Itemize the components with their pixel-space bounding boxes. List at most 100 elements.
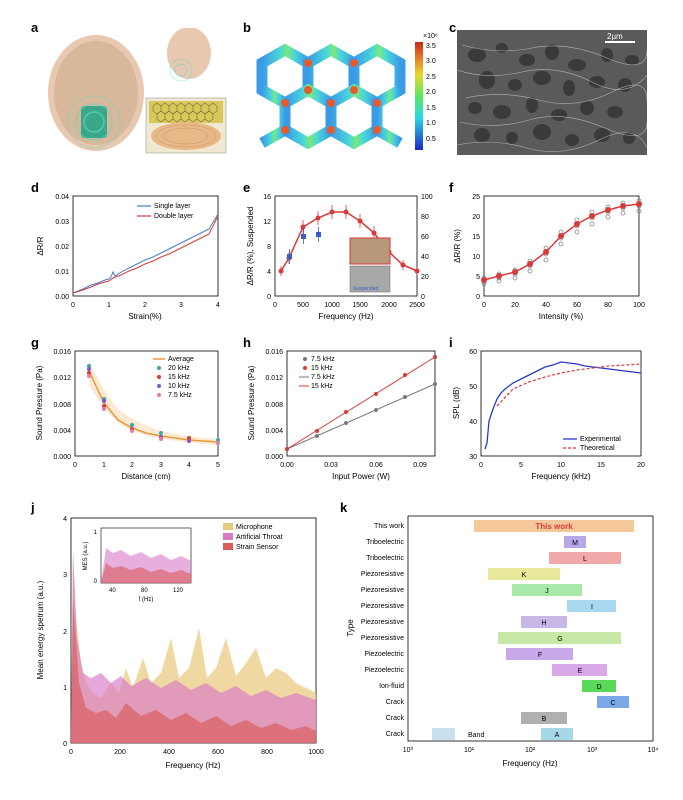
svg-text:0: 0 [421,294,425,301]
panel-i-chart: 30 40 50 60 0 5 10 15 20 Frequency (kHz)… [449,343,649,483]
panel-b-colorbar: ×10⁶ 3.5 3.0 2.5 2.0 1.5 1.0 0.5 [413,30,448,155]
svg-text:0.008: 0.008 [265,402,283,409]
series-double [73,216,218,293]
svg-text:Experimental: Experimental [580,436,621,443]
y-categories: This work Triboelectric Triboelectric Pi… [361,523,405,738]
legend: Microphone Artificial Throat Strain Sens… [223,523,283,551]
svg-text:0.016: 0.016 [53,349,71,356]
svg-text:0.04: 0.04 [55,194,69,201]
svg-text:3.5: 3.5 [426,43,436,50]
series-single [73,214,218,293]
svg-text:20: 20 [421,274,429,281]
svg-text:120: 120 [173,588,184,594]
svg-text:MES (a.u.): MES (a.u.) [83,542,89,571]
svg-text:2000: 2000 [381,302,397,309]
xlabel: Intensity (%) [539,312,584,321]
svg-text:100: 100 [633,302,645,309]
svg-text:1000: 1000 [324,302,340,309]
y-ticks: 0.00 0.01 0.02 0.03 0.04 [55,194,69,301]
svg-text:600: 600 [212,749,224,756]
svg-text:15 kHz: 15 kHz [311,383,333,390]
panel-j: j 0 1 2 3 4 0 200 400 600 800 1000 Frequ… [31,500,326,780]
ylabel: Type [346,619,355,637]
svg-text:500: 500 [297,302,309,309]
panel-c: c 2µm [449,20,649,160]
panel-e: e 0 4 8 12 16 0 20 40 60 80 100 0 500 [243,180,443,320]
svg-text:3: 3 [179,302,183,309]
xlabel: Distance (cm) [121,472,171,481]
svg-text:4: 4 [216,302,220,309]
svg-text:K: K [522,572,527,579]
chart-frame [73,196,218,296]
svg-text:100: 100 [421,194,433,201]
panel-b-label: b [243,20,251,35]
svg-text:0.012: 0.012 [265,375,283,382]
panel-i: i 30 40 50 60 0 5 10 15 20 Frequency (kH… [449,335,649,480]
panel-a: a [31,20,231,160]
svg-text:0.008: 0.008 [53,402,71,409]
range-bars: This work M L K J I H G F E D [432,520,634,740]
panel-b-honeycomb [253,30,408,155]
svg-text:Artificial Throat: Artificial Throat [236,534,283,541]
svg-text:0.004: 0.004 [53,428,71,435]
svg-text:80: 80 [141,588,148,594]
xlabel: Input Power (W) [332,472,390,481]
svg-text:20: 20 [472,214,480,221]
svg-text:40: 40 [109,588,116,594]
svg-text:12: 12 [263,219,271,226]
colorbar-rect [415,42,423,150]
svg-text:0.00: 0.00 [55,294,69,301]
svg-text:A: A [555,732,560,739]
svg-text:7.5 kHz: 7.5 kHz [311,374,335,381]
inset-image-1 [350,238,390,264]
svg-text:4: 4 [267,269,271,276]
panel-f-chart: 0 5 10 15 20 25 0 20 40 60 80 100 Intens… [449,188,649,323]
panel-a-illustration [41,28,231,158]
svg-text:20 kHz: 20 kHz [168,365,190,372]
svg-text:4: 4 [63,516,67,523]
svg-text:0: 0 [273,302,277,309]
svg-text:2.0: 2.0 [426,89,436,96]
svg-text:Average: Average [168,356,194,363]
colorbar-top-label: ×10⁶ [423,33,438,40]
x-ticks: 0 200 400 600 800 1000 [69,749,324,756]
svg-text:E: E [578,668,583,675]
fit-line-2 [287,357,435,449]
svg-text:D: D [596,684,601,691]
svg-text:2: 2 [63,629,67,636]
ylabel: Sound Pressure (Pa) [35,365,44,440]
svg-text:0.5: 0.5 [426,136,436,143]
svg-text:Piezoresistive: Piezoresistive [361,619,404,626]
svg-text:0.06: 0.06 [369,462,383,469]
red-markers [279,210,420,274]
panel-b: b [243,20,443,160]
svg-text:0: 0 [267,294,271,301]
svg-text:0.016: 0.016 [265,349,283,356]
svg-text:80: 80 [421,214,429,221]
svg-text:0: 0 [482,302,486,309]
svg-text:25: 25 [472,194,480,201]
svg-text:0.012: 0.012 [53,375,71,382]
svg-text:10³: 10³ [587,747,598,754]
svg-text:10¹: 10¹ [464,747,475,754]
legend: Experimental Theoretical [563,436,621,452]
svg-text:0: 0 [69,749,73,756]
ylabel: ΔR/R [36,236,45,255]
svg-text:5: 5 [476,274,480,281]
svg-text:Piezoelectric: Piezoelectric [364,651,404,658]
svg-text:G: G [557,636,562,643]
ylabel: Mean energy spetrum (a.u.) [36,580,45,679]
svg-text:1: 1 [107,302,111,309]
svg-text:This work: This work [535,522,573,531]
svg-text:M: M [572,540,578,547]
svg-text:Triboelectric: Triboelectric [366,555,404,562]
ylabel: SPL (dB) [452,387,461,419]
svg-text:5: 5 [519,462,523,469]
head-shape [167,28,211,79]
svg-text:C: C [610,700,615,707]
xlabel: Frequency (Hz) [502,759,557,768]
panel-g-chart: 0.000 0.004 0.008 0.012 0.016 0 1 2 3 4 … [31,343,226,483]
svg-text:Piezoelectric: Piezoelectric [364,667,404,674]
y-ticks: 30 40 50 60 [469,349,477,461]
svg-text:0: 0 [73,462,77,469]
